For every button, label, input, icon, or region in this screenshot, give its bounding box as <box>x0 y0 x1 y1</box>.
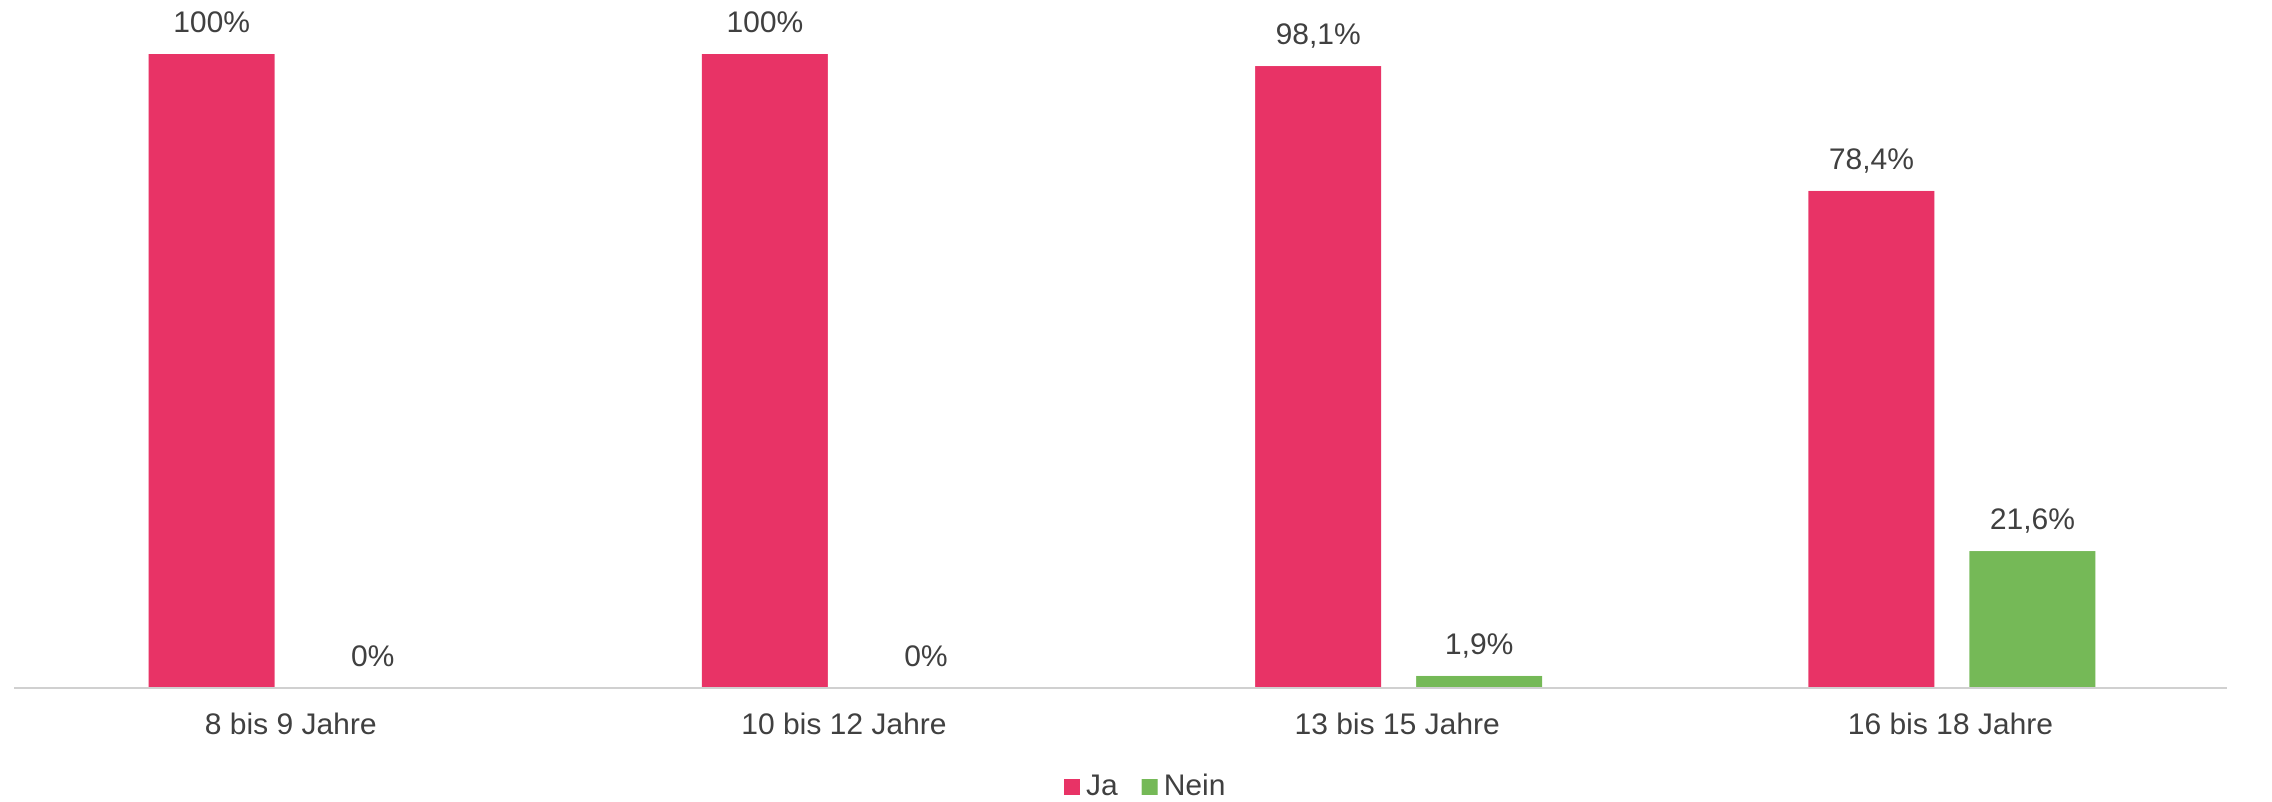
legend-label: Ja <box>1086 769 1118 802</box>
data-label: 78,4% <box>1829 143 1914 176</box>
data-label: 0% <box>351 640 394 673</box>
x-tick-label: 16 bis 18 Jahre <box>1848 708 2053 741</box>
legend-swatch <box>1064 779 1080 795</box>
legend-label: Nein <box>1164 769 1226 802</box>
x-tick-label: 8 bis 9 Jahre <box>205 708 377 741</box>
bar <box>701 54 828 688</box>
data-label: 21,6% <box>1990 503 2075 536</box>
bar <box>1969 551 2096 688</box>
bar <box>1255 66 1382 688</box>
legend-swatch <box>1141 779 1158 795</box>
x-tick-label: 13 bis 15 Jahre <box>1295 708 1500 741</box>
data-label: 0% <box>904 640 947 673</box>
data-label: 98,1% <box>1276 18 1361 51</box>
data-label: 100% <box>173 6 250 39</box>
x-tick-label: 10 bis 12 Jahre <box>741 708 946 741</box>
bar <box>1416 675 1543 688</box>
bar <box>148 54 275 688</box>
bar <box>1808 190 1935 688</box>
data-label: 1,9% <box>1445 628 1513 661</box>
data-label: 100% <box>727 6 804 39</box>
